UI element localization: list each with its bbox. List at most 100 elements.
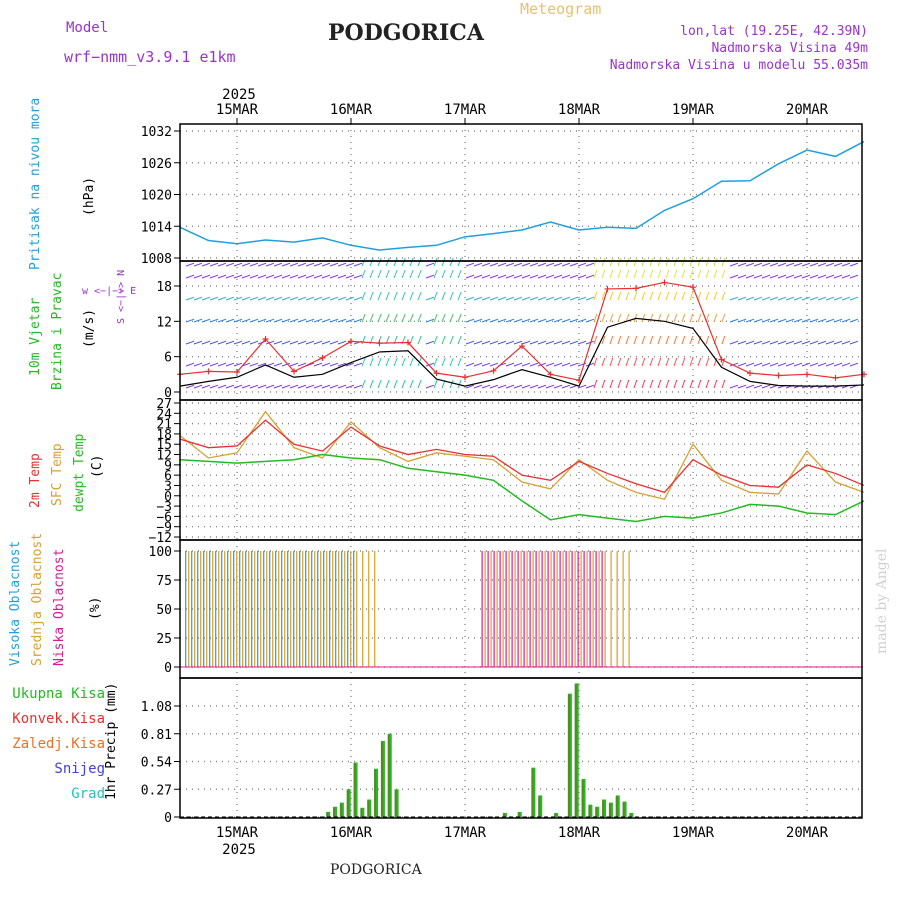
wind-barb: [577, 274, 587, 279]
wind-barb: [577, 384, 587, 389]
wind-barb: [281, 362, 291, 367]
wind-barb: [497, 340, 507, 345]
wind-gust-marker: [291, 368, 297, 375]
wind-barb: [569, 262, 579, 267]
wind-barb: [793, 318, 803, 323]
wind-barb: [657, 357, 662, 367]
wind-barb: [689, 357, 694, 367]
wind-barb: [689, 269, 694, 279]
wind-barb: [569, 296, 579, 301]
wind-barb: [729, 362, 739, 367]
wind-barb: [473, 296, 483, 301]
wind-barb: [249, 296, 259, 301]
wind-barb: [233, 362, 243, 367]
precip-bar-conv: [380, 741, 383, 817]
wind-barb: [729, 384, 739, 389]
wind-barb: [265, 274, 275, 279]
wind-barb: [505, 274, 515, 279]
wind-barb: [273, 318, 283, 323]
wind-barb: [681, 379, 686, 389]
wind-barb: [769, 296, 779, 301]
wind-barb: [465, 296, 475, 301]
wind-barb: [601, 257, 606, 267]
wind-barb: [505, 384, 515, 389]
wind-barb: [593, 313, 598, 323]
wind-barb: [313, 318, 323, 323]
wind-barb: [305, 296, 315, 301]
wind-barb: [489, 384, 499, 389]
wind-barb: [761, 340, 771, 345]
wind-barb: [225, 362, 235, 367]
wind-barb: [481, 262, 491, 267]
wind-barb: [241, 262, 251, 267]
wind-barb: [553, 318, 563, 323]
wind-barb: [585, 296, 595, 301]
model-elevation-label: Nadmorska Visina u modelu 55.035m: [609, 58, 868, 73]
wind-barb: [457, 335, 462, 345]
wind-barb: [673, 335, 678, 345]
wind-barb: [633, 379, 638, 389]
wind-barb: [769, 340, 779, 345]
wind-barb: [641, 379, 646, 389]
wind-barb: [553, 340, 563, 345]
wind-barb: [809, 296, 819, 301]
y-tick-label: 24: [156, 407, 172, 422]
wind-gust-marker: [519, 343, 525, 350]
wind-barb: [585, 318, 595, 323]
wind-barb: [689, 313, 694, 323]
wind-barb: [761, 384, 771, 389]
wind-barb: [281, 262, 291, 267]
wind-barb: [313, 362, 323, 367]
wind-barb: [497, 318, 507, 323]
wind-barb: [417, 291, 422, 301]
wind-barb: [481, 362, 491, 367]
wind-barb: [217, 362, 227, 367]
wind-barb: [361, 291, 366, 301]
wind-barb: [289, 362, 299, 367]
wind-barb: [585, 262, 595, 267]
wind-barb: [785, 362, 795, 367]
precip-bar-conv: [346, 790, 349, 817]
wind-barb: [849, 274, 859, 279]
legend-total-precip: Ukupna Kisa: [12, 686, 105, 702]
wind-barb: [841, 262, 851, 267]
wind-barb: [545, 318, 555, 323]
wind-barb: [593, 379, 598, 389]
wind-barb: [553, 274, 563, 279]
wind-barb: [345, 262, 355, 267]
wind-barb: [369, 379, 374, 389]
wind-barb: [345, 362, 355, 367]
wind-barb: [529, 296, 539, 301]
wind-barb: [841, 274, 851, 279]
wind-barb: [841, 340, 851, 345]
wind-barb: [449, 335, 454, 345]
wind-barb: [745, 384, 755, 389]
wind-barb: [329, 384, 339, 389]
wind-barb: [665, 357, 670, 367]
wind-barb: [185, 340, 195, 345]
legend-graupel: Grad: [71, 786, 105, 802]
wind-barb: [825, 362, 835, 367]
wind-barb: [577, 296, 587, 301]
wind-barb: [489, 296, 499, 301]
wind-barb: [769, 362, 779, 367]
wind-gust-marker: [832, 374, 839, 381]
wind-barb: [297, 274, 307, 279]
wind-barb: [425, 340, 435, 345]
wind-barb: [401, 291, 406, 301]
wind-barb: [753, 362, 763, 367]
wind-dir-label-we: w <−|−> E: [82, 286, 137, 297]
precip-bar-conv: [588, 805, 591, 817]
y-tick-label: 0.54: [141, 756, 172, 771]
wind-barb: [209, 340, 219, 345]
wind-barb: [561, 340, 571, 345]
wind-gust-marker: [547, 371, 554, 378]
y-tick-label: 12: [156, 315, 172, 330]
wind-barb: [793, 274, 803, 279]
precip-bar-conv: [615, 796, 618, 817]
wind-barb: [313, 262, 323, 267]
wind-barb: [201, 262, 211, 267]
wind-barb: [441, 335, 446, 345]
wind-barb: [201, 296, 211, 301]
wind-barb: [745, 362, 755, 367]
